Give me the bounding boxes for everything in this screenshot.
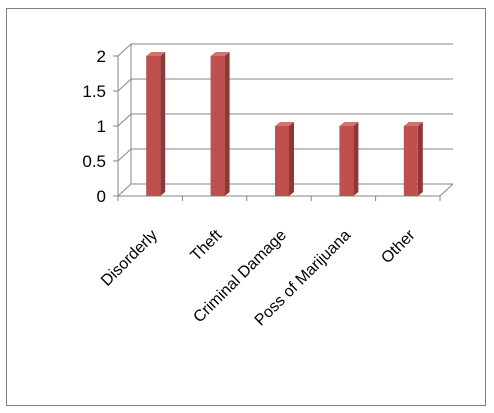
- x-category-label: Theft: [188, 226, 226, 264]
- bar-top: [275, 122, 294, 126]
- y-tick-label: 2: [97, 47, 106, 66]
- bar-side: [417, 122, 423, 196]
- bar-side: [289, 122, 294, 196]
- gridline-depth: [117, 183, 132, 197]
- bar-top: [146, 52, 166, 56]
- bar-poss-of-marijuana: [339, 126, 354, 196]
- bar-side: [353, 122, 359, 196]
- y-tick-label: 0: [97, 187, 106, 206]
- bar-theft: [210, 56, 225, 196]
- gridline-depth: [117, 78, 132, 92]
- bar-side: [160, 52, 166, 196]
- y-tick-label: 0.5: [82, 152, 106, 171]
- y-tick-label: 1.5: [82, 82, 106, 101]
- bar-criminal-damage: [275, 126, 289, 196]
- bar-other: [403, 126, 418, 196]
- gridline-depth: [117, 148, 132, 162]
- bar-top: [210, 52, 230, 56]
- bar-top: [403, 122, 423, 126]
- x-category-label: Disorderly: [98, 227, 161, 290]
- gridline-depth: [117, 113, 132, 127]
- bar-layer: [146, 52, 423, 196]
- floor-edge: [439, 183, 454, 197]
- x-category-label: Other: [378, 226, 419, 267]
- bar-side: [224, 52, 230, 196]
- y-tick-label: 1: [97, 117, 106, 136]
- grid-layer: [117, 43, 453, 197]
- gridline-depth: [117, 43, 132, 57]
- chart-frame: [6, 8, 486, 406]
- bar-disorderly: [146, 56, 161, 196]
- bar-top: [339, 122, 359, 126]
